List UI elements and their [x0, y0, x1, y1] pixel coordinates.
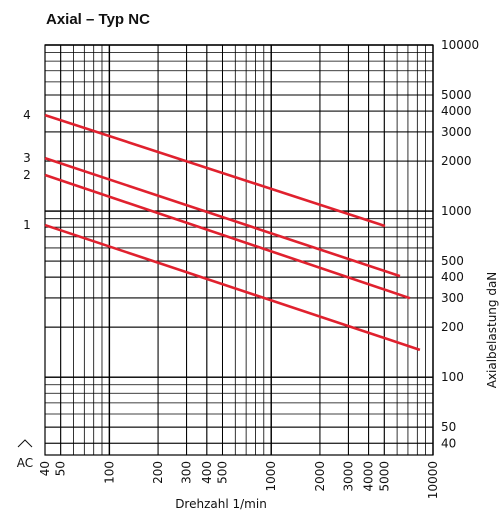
x-tick-label: 2000	[313, 461, 327, 492]
series-label: 4	[23, 108, 31, 122]
x-tick-label: 50	[54, 461, 68, 476]
y-axis-title: Axialbelastung daN	[485, 272, 499, 389]
ac-hat	[17, 439, 33, 448]
y-tick-label: 300	[441, 291, 464, 305]
series-line	[44, 223, 421, 352]
x-tick-label: 200	[151, 461, 165, 484]
y-tick-label: 200	[441, 320, 464, 334]
x-tick-label: 1000	[264, 461, 278, 492]
x-tick-label: 400	[200, 461, 214, 484]
y-tick-label: 2000	[441, 154, 472, 168]
x-tick-label: 4000	[362, 461, 376, 492]
x-tick-label: 5000	[377, 461, 391, 492]
y-tick-label: 5000	[441, 88, 472, 102]
chart-title: Axial – Typ NC	[46, 11, 150, 28]
x-tick-label: 3000	[341, 461, 355, 492]
y-tick-label: 4000	[441, 104, 472, 118]
series-line	[44, 113, 386, 228]
x-tick-label: 100	[102, 461, 116, 484]
y-tick-label: 3000	[441, 125, 472, 139]
y-tick-label: 10000	[441, 38, 479, 52]
x-tick-label: 300	[180, 461, 194, 484]
baseline-label: AC	[17, 456, 33, 470]
x-tick-label: 500	[215, 461, 229, 484]
y-tick-label: 100	[441, 370, 464, 384]
series-label: 3	[23, 151, 31, 165]
x-axis-title: Drehzahl 1/min	[175, 497, 267, 511]
x-tick-label: 40	[38, 461, 52, 476]
series-label: 1	[23, 218, 31, 232]
series-label: 2	[23, 168, 31, 182]
y-tick-label: 500	[441, 254, 464, 268]
y-tick-label: 50	[441, 420, 456, 434]
y-tick-label: 40	[441, 436, 456, 450]
y-tick-label: 400	[441, 270, 464, 284]
x-tick-label: 10000	[426, 461, 440, 499]
y-tick-label: 1000	[441, 204, 472, 218]
series-line	[44, 156, 401, 278]
series-line	[44, 173, 411, 300]
